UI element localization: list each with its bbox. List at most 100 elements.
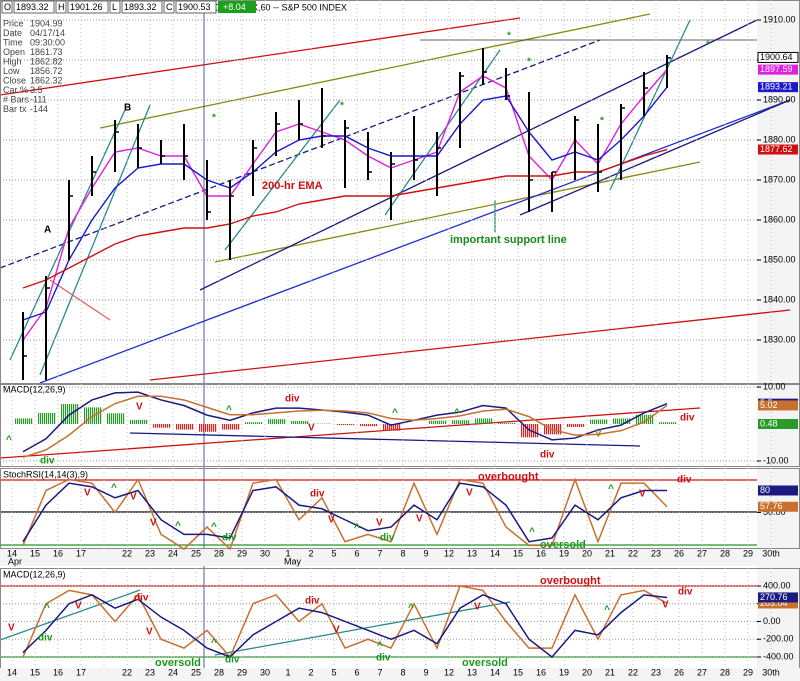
y-tick-label: -400.00 <box>763 651 794 661</box>
histogram-bar <box>477 418 479 425</box>
histogram-bar <box>537 424 539 438</box>
histogram-bar <box>439 420 441 425</box>
histogram-bar <box>245 422 247 425</box>
histogram-bar <box>17 418 19 425</box>
histogram-bar <box>299 421 301 425</box>
info-label: Date <box>3 28 22 38</box>
x-tick-label: 26 <box>674 667 684 677</box>
annotation: oversold <box>540 539 586 551</box>
annotation: * <box>507 31 511 42</box>
histogram-bar <box>443 420 445 425</box>
histogram-bar <box>462 420 464 425</box>
x-tick-label: 7 <box>377 548 382 558</box>
header-box <box>121 0 163 14</box>
histogram-bar <box>52 412 54 425</box>
annotation: ^ <box>408 603 414 614</box>
info-value: 1856.72 <box>30 66 63 76</box>
histogram-bar <box>84 407 86 425</box>
header-box <box>163 0 175 14</box>
histogram-bar <box>391 424 393 431</box>
histogram-bar <box>138 419 140 425</box>
y-tick-label: 1890.00 <box>763 94 796 104</box>
x-tick-label: 26 <box>674 548 684 558</box>
histogram-bar <box>395 424 397 431</box>
histogram-bar <box>525 424 527 438</box>
trendline <box>0 589 141 641</box>
trendline <box>99 13 651 129</box>
annotation: V <box>75 601 82 612</box>
histogram-bar <box>109 413 111 425</box>
histogram-bar <box>157 424 159 428</box>
trendline <box>224 99 341 251</box>
histogram-bar <box>665 422 667 425</box>
histogram-bar <box>364 424 366 427</box>
histogram-bar <box>491 418 493 425</box>
x-tick-label: 9 <box>423 548 428 558</box>
trendline <box>519 99 791 216</box>
x-tick-label: 27 <box>697 667 707 677</box>
histogram-bar <box>46 412 48 425</box>
histogram-bar <box>27 418 29 425</box>
histogram-bar <box>596 419 598 425</box>
histogram-bar <box>23 418 25 425</box>
annotation: V <box>328 515 335 526</box>
x-tick-label: 29 <box>743 667 753 677</box>
histogram-bar <box>567 424 569 427</box>
histogram-bar <box>372 424 374 427</box>
histogram-bar <box>399 424 401 431</box>
annotation: B <box>124 103 131 114</box>
histogram-bar <box>86 407 88 425</box>
histogram-bar <box>546 424 548 435</box>
histogram-bar <box>305 421 307 425</box>
indicator-line <box>22 391 668 453</box>
histogram-bar <box>251 422 253 425</box>
histogram-bar <box>67 404 69 425</box>
histogram-bar <box>272 419 274 425</box>
histogram-bar <box>259 422 261 425</box>
histogram-bar <box>535 424 537 438</box>
x-tick-label: 15 <box>30 667 40 677</box>
histogram-bar <box>31 418 33 425</box>
value-box <box>758 419 798 430</box>
histogram-bar <box>383 424 385 431</box>
histogram-bar <box>481 418 483 425</box>
value-box <box>758 144 798 155</box>
header-box <box>109 0 121 14</box>
x-tick-label: 16 <box>53 548 63 558</box>
histogram-bar <box>284 419 286 425</box>
indicator-line <box>22 395 668 459</box>
x-tick-label: 14 <box>7 667 17 677</box>
histogram-bar <box>675 422 677 425</box>
x-tick-label: 28 <box>214 548 224 558</box>
histogram-bar <box>15 418 17 425</box>
annotation: div <box>38 633 53 644</box>
histogram-bar <box>353 424 355 426</box>
histogram-bar <box>178 424 180 430</box>
annotation: ^ <box>111 483 117 494</box>
annotation: V <box>308 423 315 434</box>
annotation: ^ <box>211 638 217 649</box>
x-tick-label: 14 <box>7 548 17 558</box>
x-tick-label: 12 <box>444 667 454 677</box>
histogram-bar <box>642 414 644 425</box>
histogram-bar <box>452 420 454 425</box>
histogram-bar <box>573 424 575 427</box>
annotation: * <box>527 57 531 68</box>
histogram-bar <box>594 419 596 425</box>
histogram-bar <box>376 424 378 427</box>
annotation: * <box>600 116 604 127</box>
header-field: 1900.53 <box>178 2 211 12</box>
y-tick-label: 1910.00 <box>763 14 796 24</box>
histogram-bar <box>592 419 594 425</box>
trendline <box>0 17 521 96</box>
value-box <box>758 598 798 609</box>
histogram-bar <box>548 424 550 435</box>
y-tick-label: 50.00 <box>763 507 786 517</box>
histogram-bar <box>201 424 203 432</box>
value-box-label: 80 <box>760 485 770 495</box>
header-field: L <box>112 2 117 12</box>
histogram-bar <box>42 412 44 425</box>
annotation: V <box>8 623 15 634</box>
histogram-bar <box>142 419 144 425</box>
header-field: O <box>4 2 11 12</box>
